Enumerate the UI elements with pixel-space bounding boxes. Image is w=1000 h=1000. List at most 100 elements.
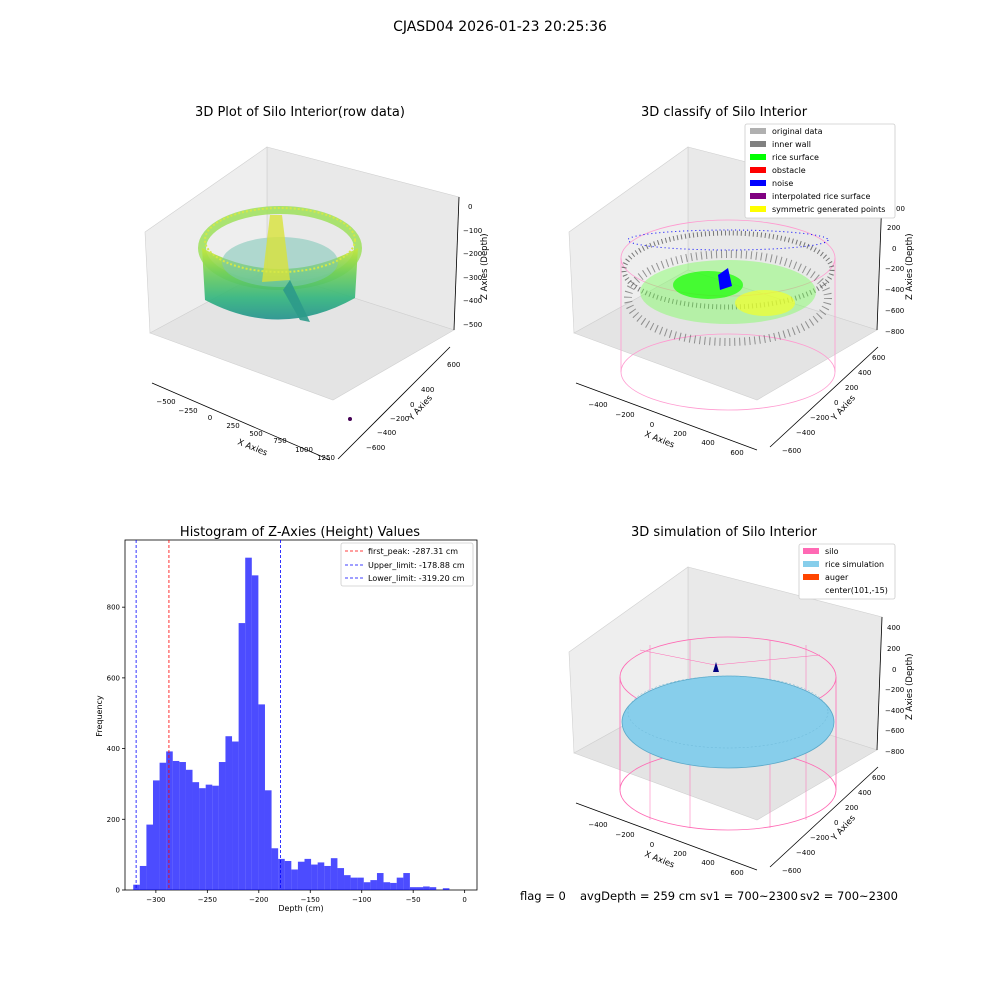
classify-ztick: 0 [892,245,896,253]
histogram-bar [258,704,265,890]
classify-ytick: −600 [782,447,801,455]
histogram-ytick-label: 400 [107,745,120,753]
panel-raw-3d: 3D Plot of Silo Interior(row data) −500 … [144,105,490,462]
classify-ytick: 600 [872,354,885,362]
legend-label: auger [825,573,849,582]
raw-ztick: −100 [463,227,482,235]
simulation-legend: silo rice simulation auger center(101,-1… [798,543,896,600]
histogram-bar [429,887,437,890]
classify-xtick: −200 [615,411,634,419]
histogram-bar [192,782,200,890]
histogram-bars [133,557,450,890]
histogram-bar [370,880,377,890]
classify-xtick: 600 [730,449,743,457]
histogram-bar [205,784,213,890]
footer-status: flag = 0 avgDepth = 259 cm sv1 = 700~230… [520,889,898,903]
simulation-ztick: 200 [887,645,900,653]
raw-xtick: 1250 [317,454,335,462]
classify-ytick: −200 [810,414,829,422]
histogram-reference-lines [135,540,281,890]
raw-xtick: 0 [208,414,212,422]
histogram-bar [133,884,140,890]
histogram-bar [383,882,391,890]
raw-ytick: −600 [366,444,385,452]
histogram-bar [166,751,173,890]
simulation-ztick: 0 [892,666,896,674]
histogram-bar [284,861,292,890]
raw-xtick: 750 [273,437,286,445]
legend-swatch-obstacle [750,167,766,173]
histogram-bar [350,877,358,890]
histogram-bar [311,864,318,890]
classify-ztick: −800 [885,328,904,336]
legend-swatch-inner-wall [750,141,766,147]
simulation-yticks: 600 400 200 0 −200 −400 −600 [782,774,885,875]
histogram-bar [304,858,312,890]
legend-swatch-symmetric [750,206,766,212]
classify-ztick: −600 [885,307,904,315]
raw-zlabel: Z Axies (Depth) [480,233,490,300]
raw-ytick: −400 [377,429,396,437]
status-flag: flag = 0 [520,889,566,903]
histogram-ytick-label: 0 [116,887,120,895]
legend-swatch-noise [750,180,766,186]
figure-suptitle: CJASD04 2026-01-23 20:25:36 [393,19,607,35]
raw-xtick: 250 [226,422,239,430]
histogram-bar [330,858,338,890]
classify-title: 3D classify of Silo Interior [641,105,808,120]
legend-label: obstacle [772,166,806,175]
histogram-xlabel: Depth (cm) [278,904,323,913]
histogram-bar [225,736,233,890]
histogram-bar [251,575,259,890]
simulation-ztick: −800 [885,748,904,756]
raw-ztick: −300 [463,274,482,282]
simulation-rice-surface [621,662,835,769]
legend-label: original data [772,127,823,136]
raw-xtick: 1000 [295,446,313,454]
histogram-bar [179,762,186,890]
legend-label: inner wall [772,140,811,149]
histogram-bar [245,557,252,890]
classify-ytick: 0 [834,399,838,407]
simulation-xtick: 400 [701,859,714,867]
histogram-xtick-label: −50 [406,896,421,904]
simulation-ylabel: Y Axies [829,813,858,844]
simulation-ytick: 200 [845,804,858,812]
raw-ztick: −400 [463,297,482,305]
raw-xlabel: X Axies [236,438,269,459]
classify-xtick: 0 [650,421,654,429]
histogram-yticks: 0 200 400 600 800 [107,604,125,895]
histogram-xtick-label: −200 [249,896,268,904]
legend-label: Lower_limit: -319.20 cm [368,574,465,583]
status-avg-depth: avgDepth = 259 cm [580,889,696,903]
raw-ytick: −200 [390,415,409,423]
classify-xtick: 200 [673,430,686,438]
histogram-bar [218,762,226,890]
histogram-bar [264,790,272,890]
classify-ytick: −400 [796,429,815,437]
raw-zticks: 0 −100 −200 −300 −400 −500 [463,203,482,329]
histogram-bar [390,882,397,890]
simulation-ztick: 400 [887,624,900,632]
histogram-title: Histogram of Z-Axies (Height) Values [180,525,420,540]
raw-title: 3D Plot of Silo Interior(row data) [195,105,405,120]
simulation-xticks: −400 −200 0 200 400 600 [588,821,743,877]
classify-cloud [620,219,836,411]
classify-legend: original data inner wall rice surface ob… [744,123,896,219]
legend-swatch-original-data [750,128,766,134]
histogram-bar [199,788,206,890]
histogram-bar [212,785,219,890]
histogram-bar [442,888,450,890]
histogram-xticks: −300 −250 −200 −150 −100 −50 0 [146,890,467,904]
histogram-bar [416,887,424,890]
histogram-bar [344,875,351,890]
histogram-xtick-label: −300 [146,896,165,904]
histogram-bar [357,877,364,890]
raw-ztick: 0 [468,203,472,211]
histogram-ytick-label: 800 [107,604,120,612]
raw-xtick: −250 [178,407,197,415]
raw-xticks: −500 −250 0 250 500 750 1000 1250 [156,398,335,462]
simulation-ytick: −200 [810,834,829,842]
simulation-title: 3D simulation of Silo Interior [631,525,818,540]
